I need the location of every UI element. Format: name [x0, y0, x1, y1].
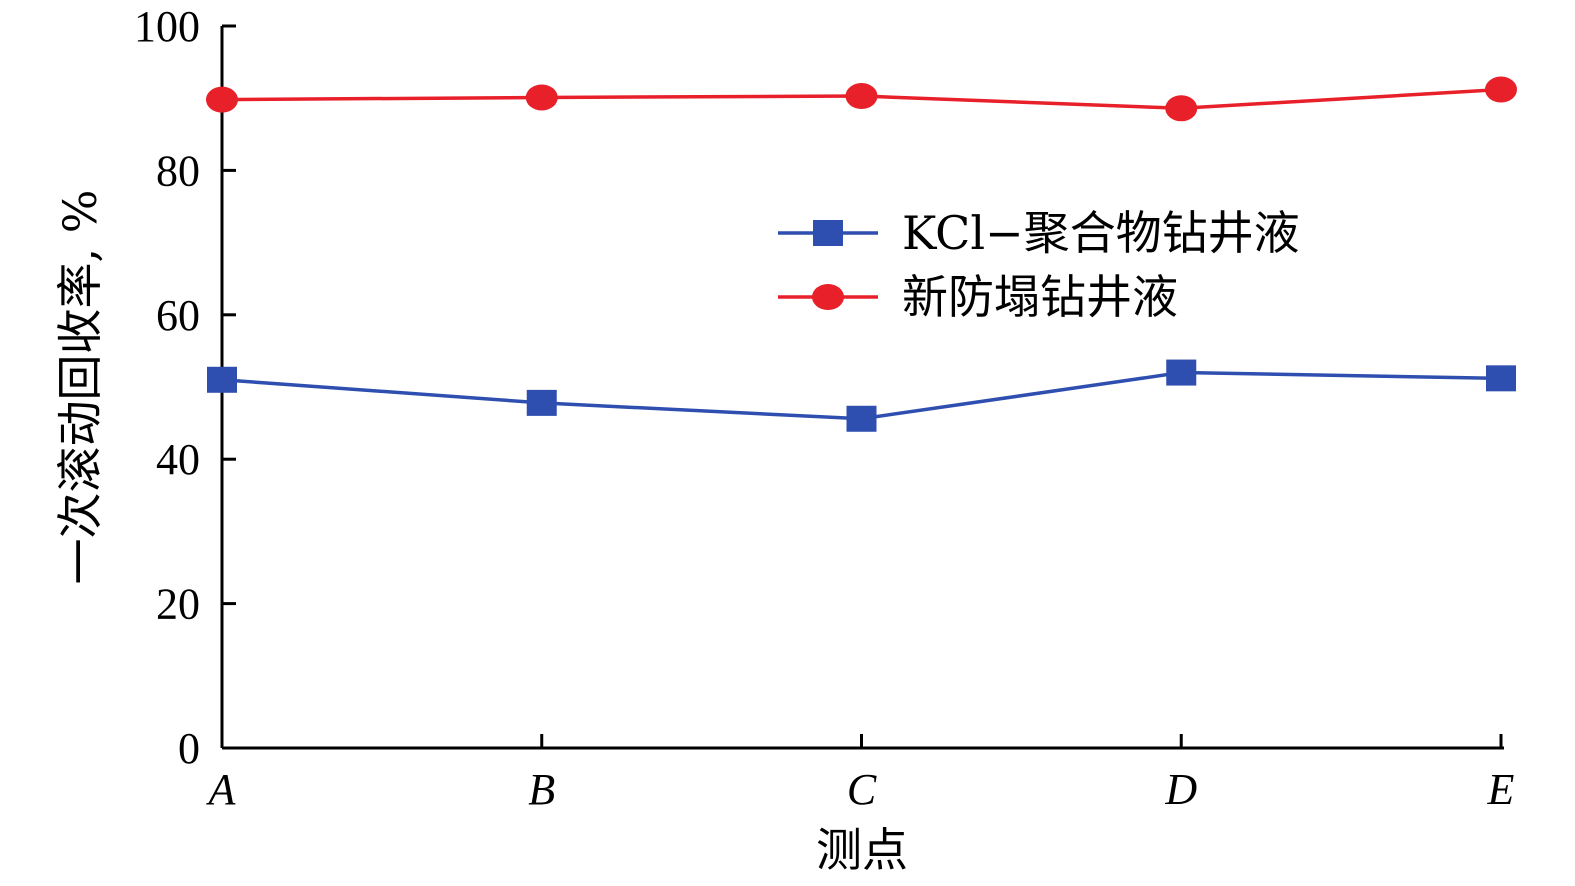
data-point: [526, 389, 557, 416]
y-tick-label: 100: [134, 2, 200, 51]
y-tick-label: 20: [156, 580, 200, 629]
data-point: [1166, 359, 1197, 386]
y-tick-label: 40: [156, 435, 200, 484]
y-tick-label: 80: [156, 146, 200, 195]
y-ticks: 0 20 40 60 80 100: [134, 2, 236, 773]
y-tick-label: 0: [178, 724, 200, 773]
legend-label: KCl−聚合物钻井液: [902, 206, 1300, 260]
x-tick-label: D: [1164, 765, 1197, 814]
data-point: [206, 86, 238, 113]
data-point: [207, 366, 237, 393]
series-2: [206, 76, 1517, 122]
y-tick-label: 60: [156, 291, 200, 340]
axes: [220, 26, 1504, 750]
x-tick-label: C: [847, 765, 877, 814]
data-point: [846, 405, 877, 432]
data-point: [1486, 365, 1516, 392]
legend-marker: [812, 284, 844, 310]
data-point: [1485, 76, 1517, 103]
legend-item: 新防塌钻井液: [778, 270, 1178, 324]
series-layer: [206, 76, 1517, 432]
legend-marker: [813, 220, 843, 246]
x-axis-title: 测点: [816, 823, 908, 877]
x-tick-label: B: [528, 765, 555, 814]
y-axis-title: 一次滚动回收率, %: [53, 190, 107, 585]
x-ticks: A B C D E: [206, 734, 1515, 814]
legend-item: KCl−聚合物钻井液: [778, 206, 1300, 260]
data-point: [845, 83, 878, 110]
legend-label: 新防塌钻井液: [902, 270, 1178, 324]
series-1: [207, 359, 1516, 432]
data-point: [525, 84, 558, 111]
x-tick-label: A: [206, 765, 237, 814]
data-point: [1165, 95, 1198, 122]
x-tick-label: E: [1487, 765, 1515, 814]
